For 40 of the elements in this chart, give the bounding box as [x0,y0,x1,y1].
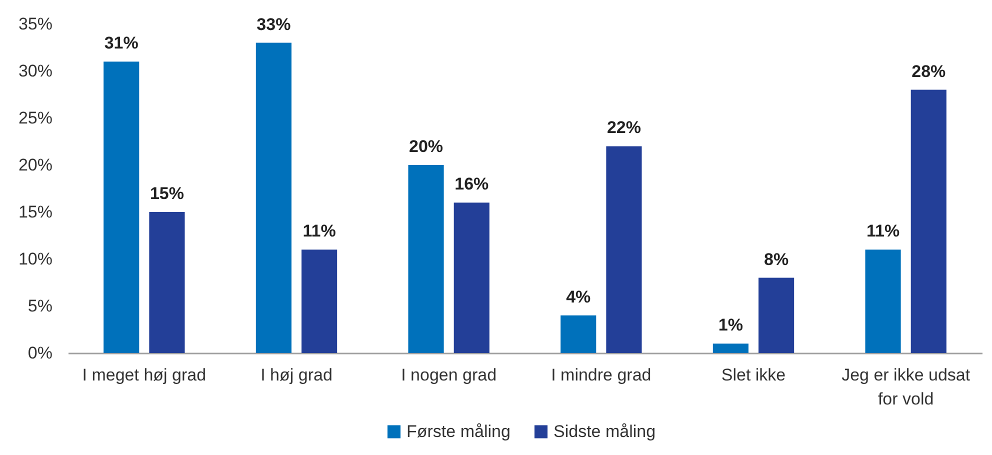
data-label: 28% [912,62,946,81]
y-tick-label: 20% [18,156,52,174]
data-label: 8% [764,250,789,269]
data-label: 31% [104,34,138,53]
x-tick-label: I mindre grad [551,366,652,384]
y-tick-label: 10% [18,250,52,268]
bar [256,42,292,353]
y-tick-label: 5% [28,296,52,316]
bar [454,202,490,353]
y-tick-label: 25% [18,108,52,128]
y-tick-label: 30% [18,62,52,80]
y-tick-label: 35% [18,14,52,34]
data-label: 11% [302,222,336,241]
y-tick-label: 15% [18,202,52,222]
data-label: 20% [409,137,444,156]
x-tick-label: Jeg er ikke udsat for vold [842,366,970,408]
data-label: 11% [866,222,900,241]
bar [408,165,444,353]
data-label: 22% [606,118,641,138]
x-tick-label: I meget høj grad [82,366,206,384]
bar [910,90,946,353]
bar [149,212,185,353]
data-label: 33% [256,14,291,34]
x-tick-label: Slet ikke [721,366,786,384]
bar [712,344,748,353]
y-tick-label: 0% [28,344,52,362]
bar [560,315,596,353]
data-label: 16% [454,174,489,194]
bar [606,146,642,353]
x-tick-label: I høj grad [260,366,332,384]
legend-label: Sidste måling [554,422,656,441]
data-label: 15% [150,184,184,203]
x-tick-label: I nogen grad [401,366,497,384]
bar [104,62,140,353]
bar [302,250,338,353]
legend-label: Første måling [406,422,510,441]
data-label: 4% [566,287,591,306]
bar [758,278,794,353]
data-label: 1% [718,316,743,335]
bar [865,250,901,353]
